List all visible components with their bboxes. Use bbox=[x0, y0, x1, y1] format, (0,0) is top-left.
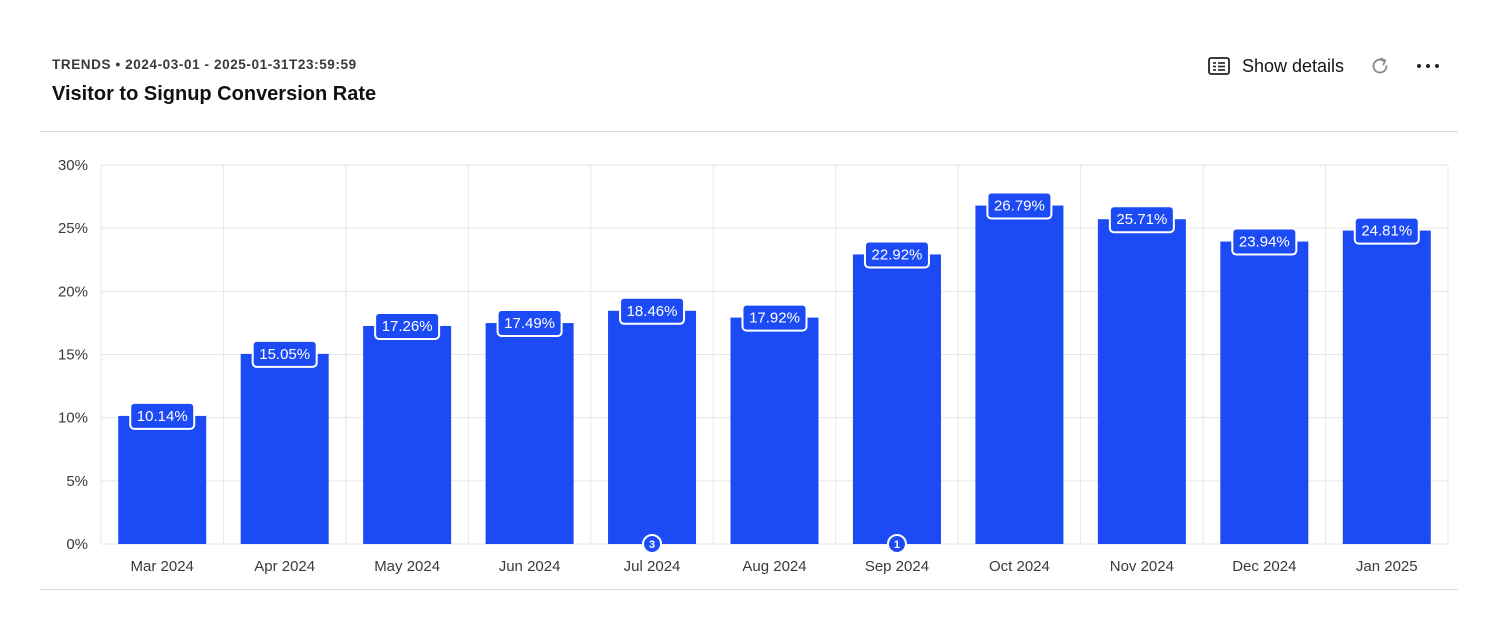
header-divider bbox=[40, 131, 1458, 132]
data-label-box bbox=[1231, 227, 1298, 256]
x-tick-label: May 2024 bbox=[374, 558, 440, 575]
bar bbox=[118, 415, 207, 544]
y-tick-label: 15% bbox=[58, 347, 88, 364]
bar bbox=[240, 353, 329, 544]
y-tick-label: 0% bbox=[66, 536, 88, 553]
bar bbox=[485, 323, 574, 544]
data-label: 10.14% bbox=[137, 408, 188, 425]
data-label-box bbox=[129, 401, 196, 430]
footer-divider bbox=[40, 589, 1458, 590]
x-tick-label: Jun 2024 bbox=[499, 558, 561, 575]
details-panel-icon bbox=[1208, 57, 1230, 75]
bar bbox=[730, 317, 819, 544]
x-tick-label: Jan 2025 bbox=[1356, 558, 1418, 575]
bar bbox=[1342, 230, 1431, 544]
refresh-icon bbox=[1372, 57, 1388, 74]
data-label: 17.26% bbox=[382, 318, 433, 335]
bar bbox=[363, 325, 452, 544]
x-tick-label: Mar 2024 bbox=[131, 558, 194, 575]
bar bbox=[1220, 241, 1309, 545]
annotation-badge bbox=[886, 534, 907, 554]
data-label-box bbox=[374, 311, 441, 340]
data-label: 17.49% bbox=[504, 315, 555, 332]
x-tick-label: Oct 2024 bbox=[989, 558, 1050, 575]
data-label-box bbox=[1353, 216, 1420, 245]
refresh-button[interactable] bbox=[1370, 56, 1390, 76]
y-tick-label: 10% bbox=[58, 410, 88, 427]
data-label: 23.94% bbox=[1239, 234, 1290, 251]
data-label-box bbox=[1108, 205, 1175, 234]
data-label-box bbox=[251, 339, 318, 368]
annotation-count: 3 bbox=[649, 539, 655, 551]
annotation-badge bbox=[642, 534, 663, 554]
x-tick-label: Nov 2024 bbox=[1110, 558, 1174, 575]
data-label-box bbox=[741, 303, 808, 332]
data-label: 17.92% bbox=[749, 310, 800, 327]
data-label: 22.92% bbox=[872, 246, 923, 263]
card-actions: Show details bbox=[1208, 50, 1440, 82]
annotation-count: 1 bbox=[894, 539, 900, 551]
y-tick-label: 5% bbox=[66, 473, 88, 490]
x-tick-label: Apr 2024 bbox=[254, 558, 315, 575]
more-options-button[interactable] bbox=[1416, 62, 1440, 70]
show-details-button[interactable]: Show details bbox=[1208, 56, 1344, 77]
data-label: 26.79% bbox=[994, 198, 1045, 215]
y-tick-label: 20% bbox=[58, 283, 88, 300]
data-label-box bbox=[496, 309, 563, 338]
chart-title: Visitor to Signup Conversion Rate bbox=[52, 83, 377, 105]
show-details-label: Show details bbox=[1241, 55, 1344, 76]
y-tick-label: 30% bbox=[58, 157, 88, 174]
data-label-box bbox=[619, 296, 686, 325]
data-label: 25.71% bbox=[1116, 211, 1167, 228]
data-label: 24.81% bbox=[1361, 223, 1412, 240]
bar bbox=[975, 205, 1064, 545]
bar bbox=[608, 310, 697, 544]
more-horizontal-icon bbox=[1417, 64, 1439, 68]
data-label-box bbox=[986, 191, 1053, 220]
x-tick-label: Dec 2024 bbox=[1232, 558, 1296, 575]
data-label-box bbox=[863, 240, 930, 269]
x-tick-label: Sep 2024 bbox=[865, 558, 929, 575]
data-label: 18.46% bbox=[627, 303, 678, 320]
x-tick-label: Aug 2024 bbox=[742, 558, 806, 575]
data-label: 15.05% bbox=[259, 346, 310, 363]
x-tick-label: Jul 2024 bbox=[624, 558, 681, 575]
y-tick-label: 25% bbox=[58, 220, 88, 237]
bar bbox=[1097, 219, 1186, 544]
bar bbox=[852, 254, 941, 544]
chart-subtitle: TRENDS • 2024-03-01 - 2025-01-31T23:59:5… bbox=[52, 57, 357, 72]
